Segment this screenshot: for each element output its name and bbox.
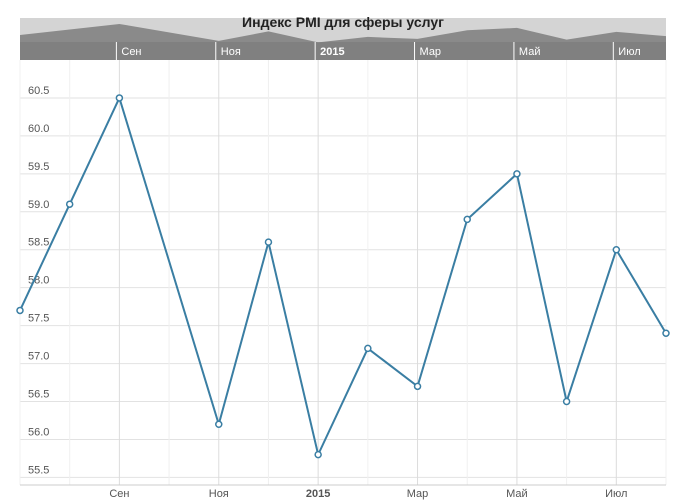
data-point [662, 329, 670, 337]
chart-title: Индекс PMI для сферы услуг [242, 14, 444, 30]
navigator-label: Сен [121, 46, 141, 58]
navigator-band [20, 42, 666, 60]
data-point [314, 450, 322, 459]
y-tick-label: 58.5 [28, 237, 49, 249]
x-tick-label: Ноя [209, 488, 229, 500]
y-tick-label: 57.0 [28, 351, 49, 363]
data-point [215, 420, 223, 429]
y-tick-label: 56.5 [28, 389, 49, 401]
navigator-label: Ноя [221, 46, 241, 58]
data-point [364, 344, 372, 353]
navigator-label: 2015 [320, 46, 344, 58]
data-point [562, 397, 571, 406]
data-point [65, 200, 74, 208]
data-point [264, 238, 273, 246]
y-tick-label: 55.5 [28, 464, 49, 476]
x-tick-label: Май [506, 488, 528, 500]
y-tick-label: 56.0 [28, 426, 49, 438]
y-tick-label: 59.5 [28, 161, 49, 173]
data-point [16, 306, 24, 315]
navigator-label: Май [519, 46, 541, 58]
y-tick-label: 60.0 [28, 123, 49, 135]
data-point [513, 170, 521, 178]
data-point [612, 245, 621, 254]
data-point [463, 215, 471, 224]
y-tick-label: 57.5 [28, 313, 49, 325]
x-tick-label: Июл [605, 488, 627, 500]
navigator-label: Мар [420, 46, 442, 58]
x-tick-label: Сен [109, 488, 129, 500]
y-tick-label: 60.5 [28, 85, 49, 97]
x-tick-label: 2015 [306, 488, 330, 500]
navigator-label: Июл [618, 46, 640, 58]
data-point [115, 94, 124, 102]
y-tick-label: 59.0 [28, 199, 49, 211]
x-tick-label: Мар [407, 488, 429, 500]
data-point [413, 382, 422, 391]
